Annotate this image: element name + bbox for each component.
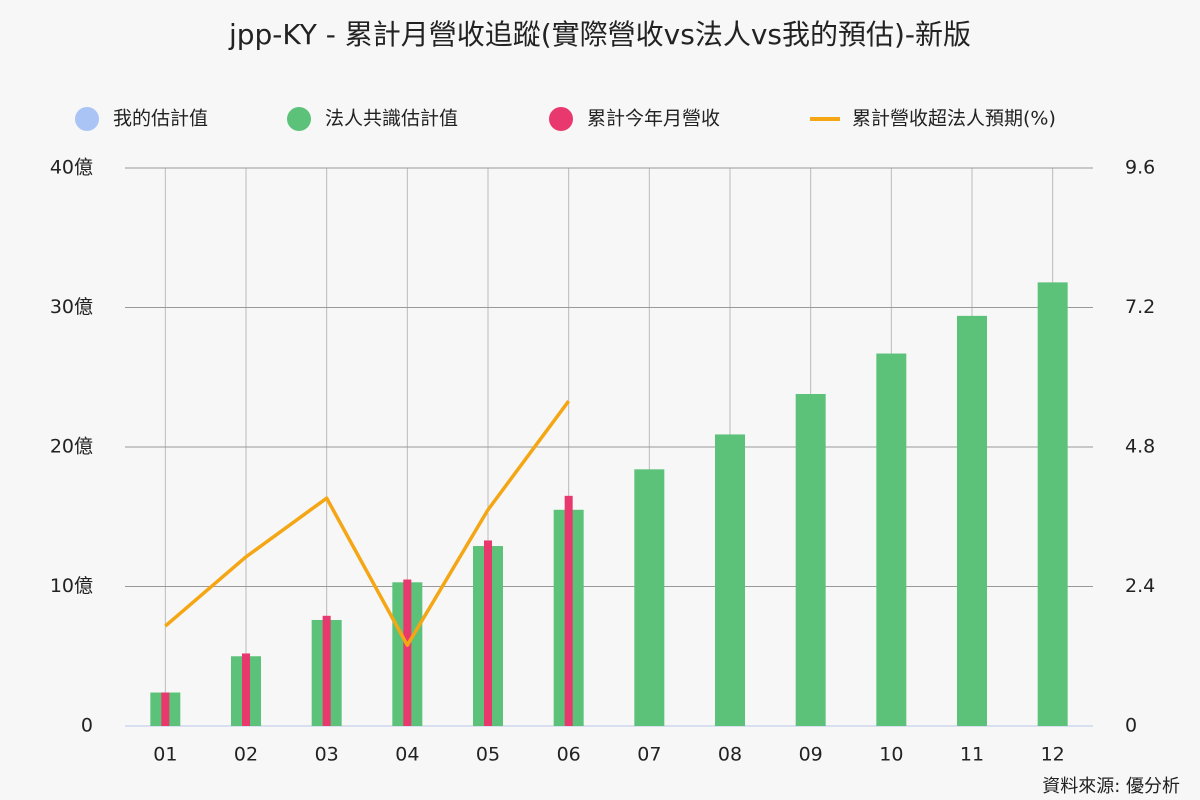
x-tick-label: 06 [557,744,581,766]
x-tick-label: 03 [315,744,339,766]
legend-swatch [287,107,311,131]
x-tick-label: 10 [879,744,903,766]
bar [403,579,412,726]
x-tick-label: 05 [476,744,500,766]
legend-label: 法人共識估計值 [325,108,458,130]
x-tick-label: 07 [637,744,661,766]
y2-tick-label: 4.8 [1125,436,1155,458]
y-tick-label: 0 [81,715,93,737]
bar [634,469,665,726]
y-tick-label: 40億 [50,157,93,179]
y2-tick-label: 2.4 [1125,575,1155,597]
bar [715,434,745,726]
bar [1037,282,1068,726]
bar [564,495,573,726]
x-tick-label: 01 [153,744,177,766]
legend-swatch [75,107,99,131]
legend-swatch [549,107,573,131]
line [164,400,571,647]
bar [876,353,907,726]
y-tick-label: 10億 [50,575,93,597]
x-tick-label: 08 [718,744,742,766]
legend-label: 我的估計值 [113,108,208,130]
x-tick-label: 12 [1041,744,1065,766]
x-tick-label: 09 [799,744,823,766]
bar [795,393,826,726]
legend-label: 累計營收超法人預期(%) [852,108,1056,130]
y2-tick-label: 9.6 [1125,157,1155,179]
legend-label: 累計今年月營收 [587,108,720,130]
y-tick-label: 20億 [50,436,93,458]
x-tick-label: 04 [395,744,419,766]
bar [242,653,250,726]
source-note: 資料來源: 優分析 [1042,776,1180,797]
bar [957,315,987,726]
bar [161,692,170,726]
bar [322,615,331,726]
x-tick-label: 11 [960,744,984,766]
y2-tick-label: 0 [1125,715,1137,737]
bar [484,540,492,726]
y2-tick-label: 7.2 [1125,296,1155,318]
y-tick-label: 30億 [50,296,93,318]
x-tick-label: 02 [234,744,258,766]
chart-title: jpp-KY - 累計月營收追蹤(實際營收vs法人vs我的預估)-新版 [228,18,971,51]
